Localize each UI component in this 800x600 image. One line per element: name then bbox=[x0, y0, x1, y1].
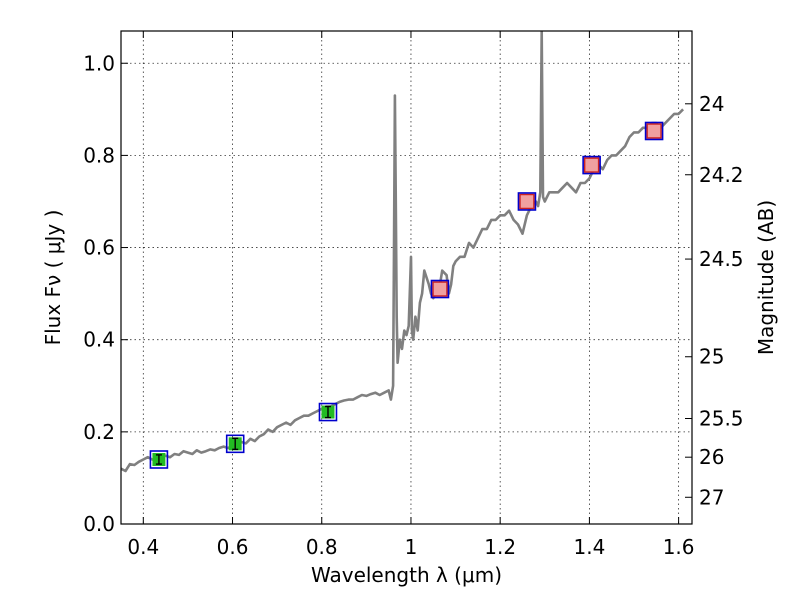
model-point-box bbox=[430, 279, 450, 299]
y-tick-label: 0.0 bbox=[83, 512, 115, 536]
y-tick-label: 0.6 bbox=[83, 236, 115, 260]
y-axis-label: Flux Fν ( μJy ) bbox=[41, 210, 65, 346]
model-inner-square bbox=[583, 157, 600, 173]
x-tick-label: 0.4 bbox=[127, 535, 159, 559]
x-tick-label: 1.6 bbox=[663, 535, 695, 559]
right-axis-label: Magnitude (AB) bbox=[754, 200, 778, 355]
right-tick-label: 26 bbox=[699, 445, 724, 469]
right-tick-label: 24.2 bbox=[699, 163, 744, 187]
model-point-box bbox=[225, 434, 245, 454]
ticks: 0.4 0.6 0.8 1 1.2 1.4 1.6 0.0 0.2 0.4 0.6 0.8 1.0 24 2… bbox=[83, 31, 744, 559]
y-tick-label: 0.4 bbox=[83, 328, 115, 352]
model-point-box bbox=[644, 121, 664, 141]
x-axis-label: Wavelength λ (μm) bbox=[311, 563, 502, 587]
right-tick-label: 24 bbox=[699, 92, 724, 116]
spectrum-line bbox=[121, 31, 685, 473]
model-point-box bbox=[318, 402, 338, 422]
x-tick-label: 1.4 bbox=[573, 535, 605, 559]
right-tick-label: 25 bbox=[699, 345, 724, 369]
x-tick-label: 1 bbox=[405, 535, 418, 559]
right-tick-label: 24.5 bbox=[699, 247, 744, 271]
y-tick-label: 0.2 bbox=[83, 420, 115, 444]
x-tick-label: 1.2 bbox=[484, 535, 516, 559]
y-tick-label: 1.0 bbox=[83, 51, 115, 75]
model-inner-square bbox=[432, 281, 448, 297]
model-inner-square bbox=[519, 193, 535, 210]
right-tick-label: 27 bbox=[699, 485, 724, 509]
model-inner-square bbox=[646, 123, 662, 139]
y-tick-label: 0.8 bbox=[83, 143, 115, 167]
x-tick-label: 0.8 bbox=[306, 535, 338, 559]
plot-frame bbox=[120, 30, 693, 525]
x-tick-label: 0.6 bbox=[217, 535, 249, 559]
spectrum-series bbox=[121, 31, 685, 473]
right-tick-label: 25.5 bbox=[699, 406, 744, 430]
markers bbox=[149, 121, 664, 469]
model-point-box bbox=[149, 450, 169, 469]
model-point-box bbox=[582, 155, 601, 175]
model-point-box bbox=[517, 192, 537, 211]
